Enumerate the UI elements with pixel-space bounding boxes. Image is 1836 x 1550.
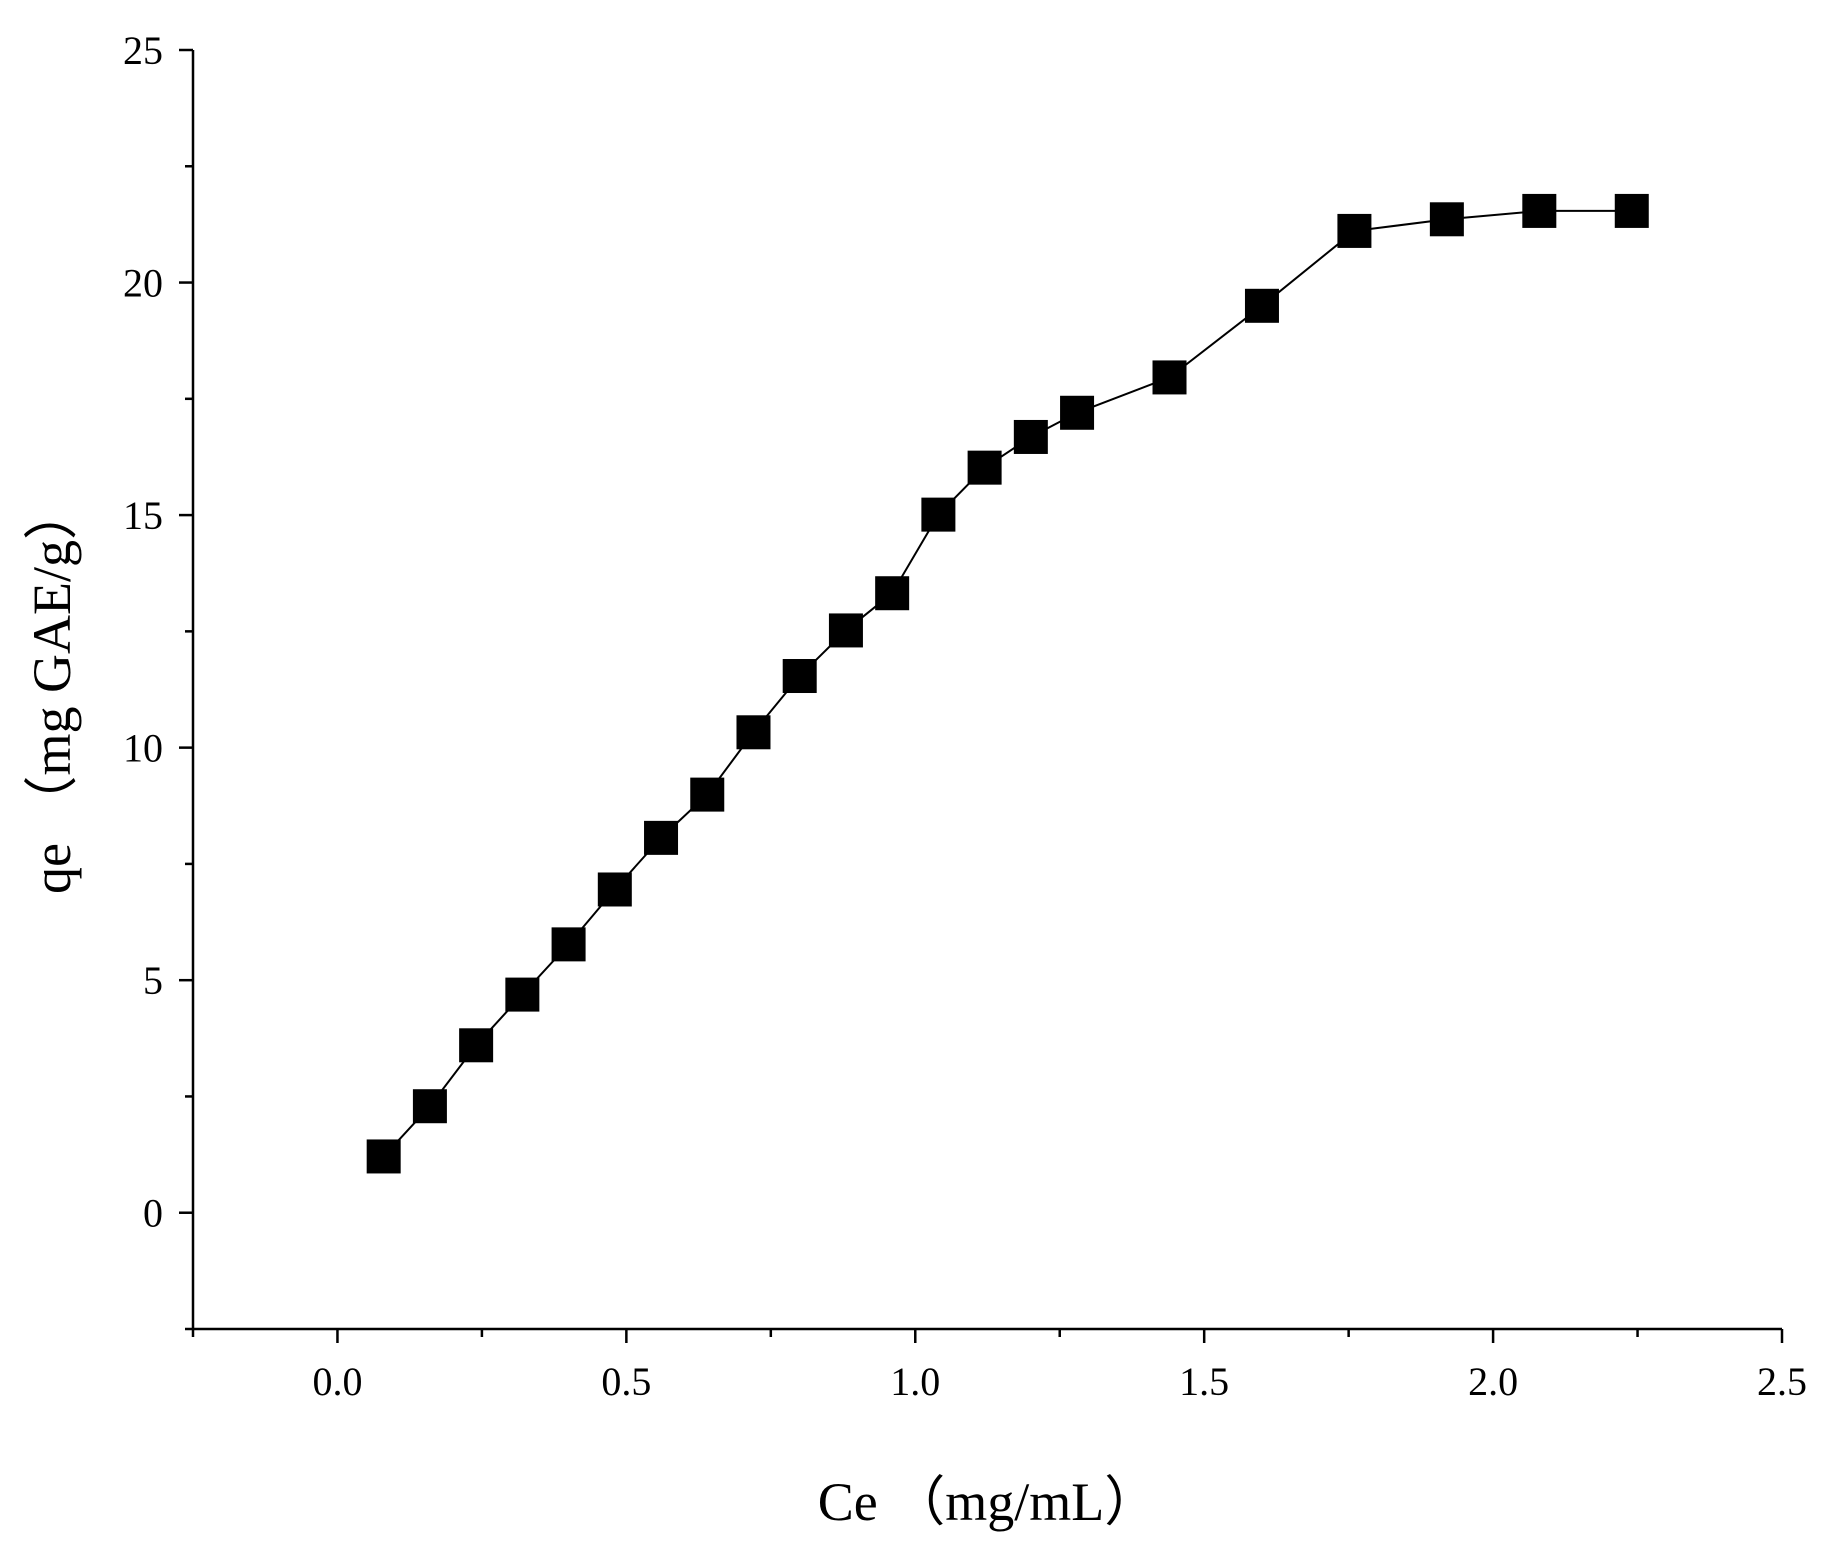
x-tick-label: 0.5 <box>601 1359 651 1404</box>
data-point <box>1337 213 1372 248</box>
data-point <box>1013 419 1048 454</box>
data-point <box>1522 193 1557 228</box>
y-tick-label: 15 <box>123 493 163 538</box>
y-tick-label: 0 <box>143 1191 163 1236</box>
data-point <box>875 576 910 611</box>
y-axis-label: qe （mg GAE/g） <box>22 486 82 894</box>
data-point <box>921 497 956 532</box>
series-line <box>382 209 1632 1158</box>
data-point <box>412 1089 447 1124</box>
data-point <box>644 820 679 855</box>
data-point <box>828 613 863 648</box>
data-point <box>1614 193 1649 228</box>
y-tick-label: 25 <box>123 28 163 73</box>
x-axis-label: Ce （mg/mL） <box>818 1472 1158 1532</box>
data-point <box>505 977 540 1012</box>
x-tick-label: 0.0 <box>312 1359 362 1404</box>
data-point <box>1244 288 1279 323</box>
data-point <box>1429 202 1464 237</box>
data-point <box>967 450 1002 485</box>
x-tick-label: 2.5 <box>1757 1359 1807 1404</box>
data-point <box>459 1028 494 1063</box>
data-point <box>690 777 725 812</box>
data-point <box>736 715 771 750</box>
y-tick-label: 5 <box>143 958 163 1003</box>
data-point <box>597 872 632 907</box>
data-point <box>366 1139 401 1174</box>
data-point <box>1060 395 1095 430</box>
x-tick-label: 1.0 <box>890 1359 940 1404</box>
y-tick-label: 10 <box>123 726 163 771</box>
x-tick-label: 2.0 <box>1468 1359 1518 1404</box>
x-tick-label: 1.5 <box>1179 1359 1229 1404</box>
data-point <box>1152 360 1187 395</box>
data-point <box>551 927 586 962</box>
y-tick-label: 20 <box>123 261 163 306</box>
data-point <box>782 659 817 694</box>
